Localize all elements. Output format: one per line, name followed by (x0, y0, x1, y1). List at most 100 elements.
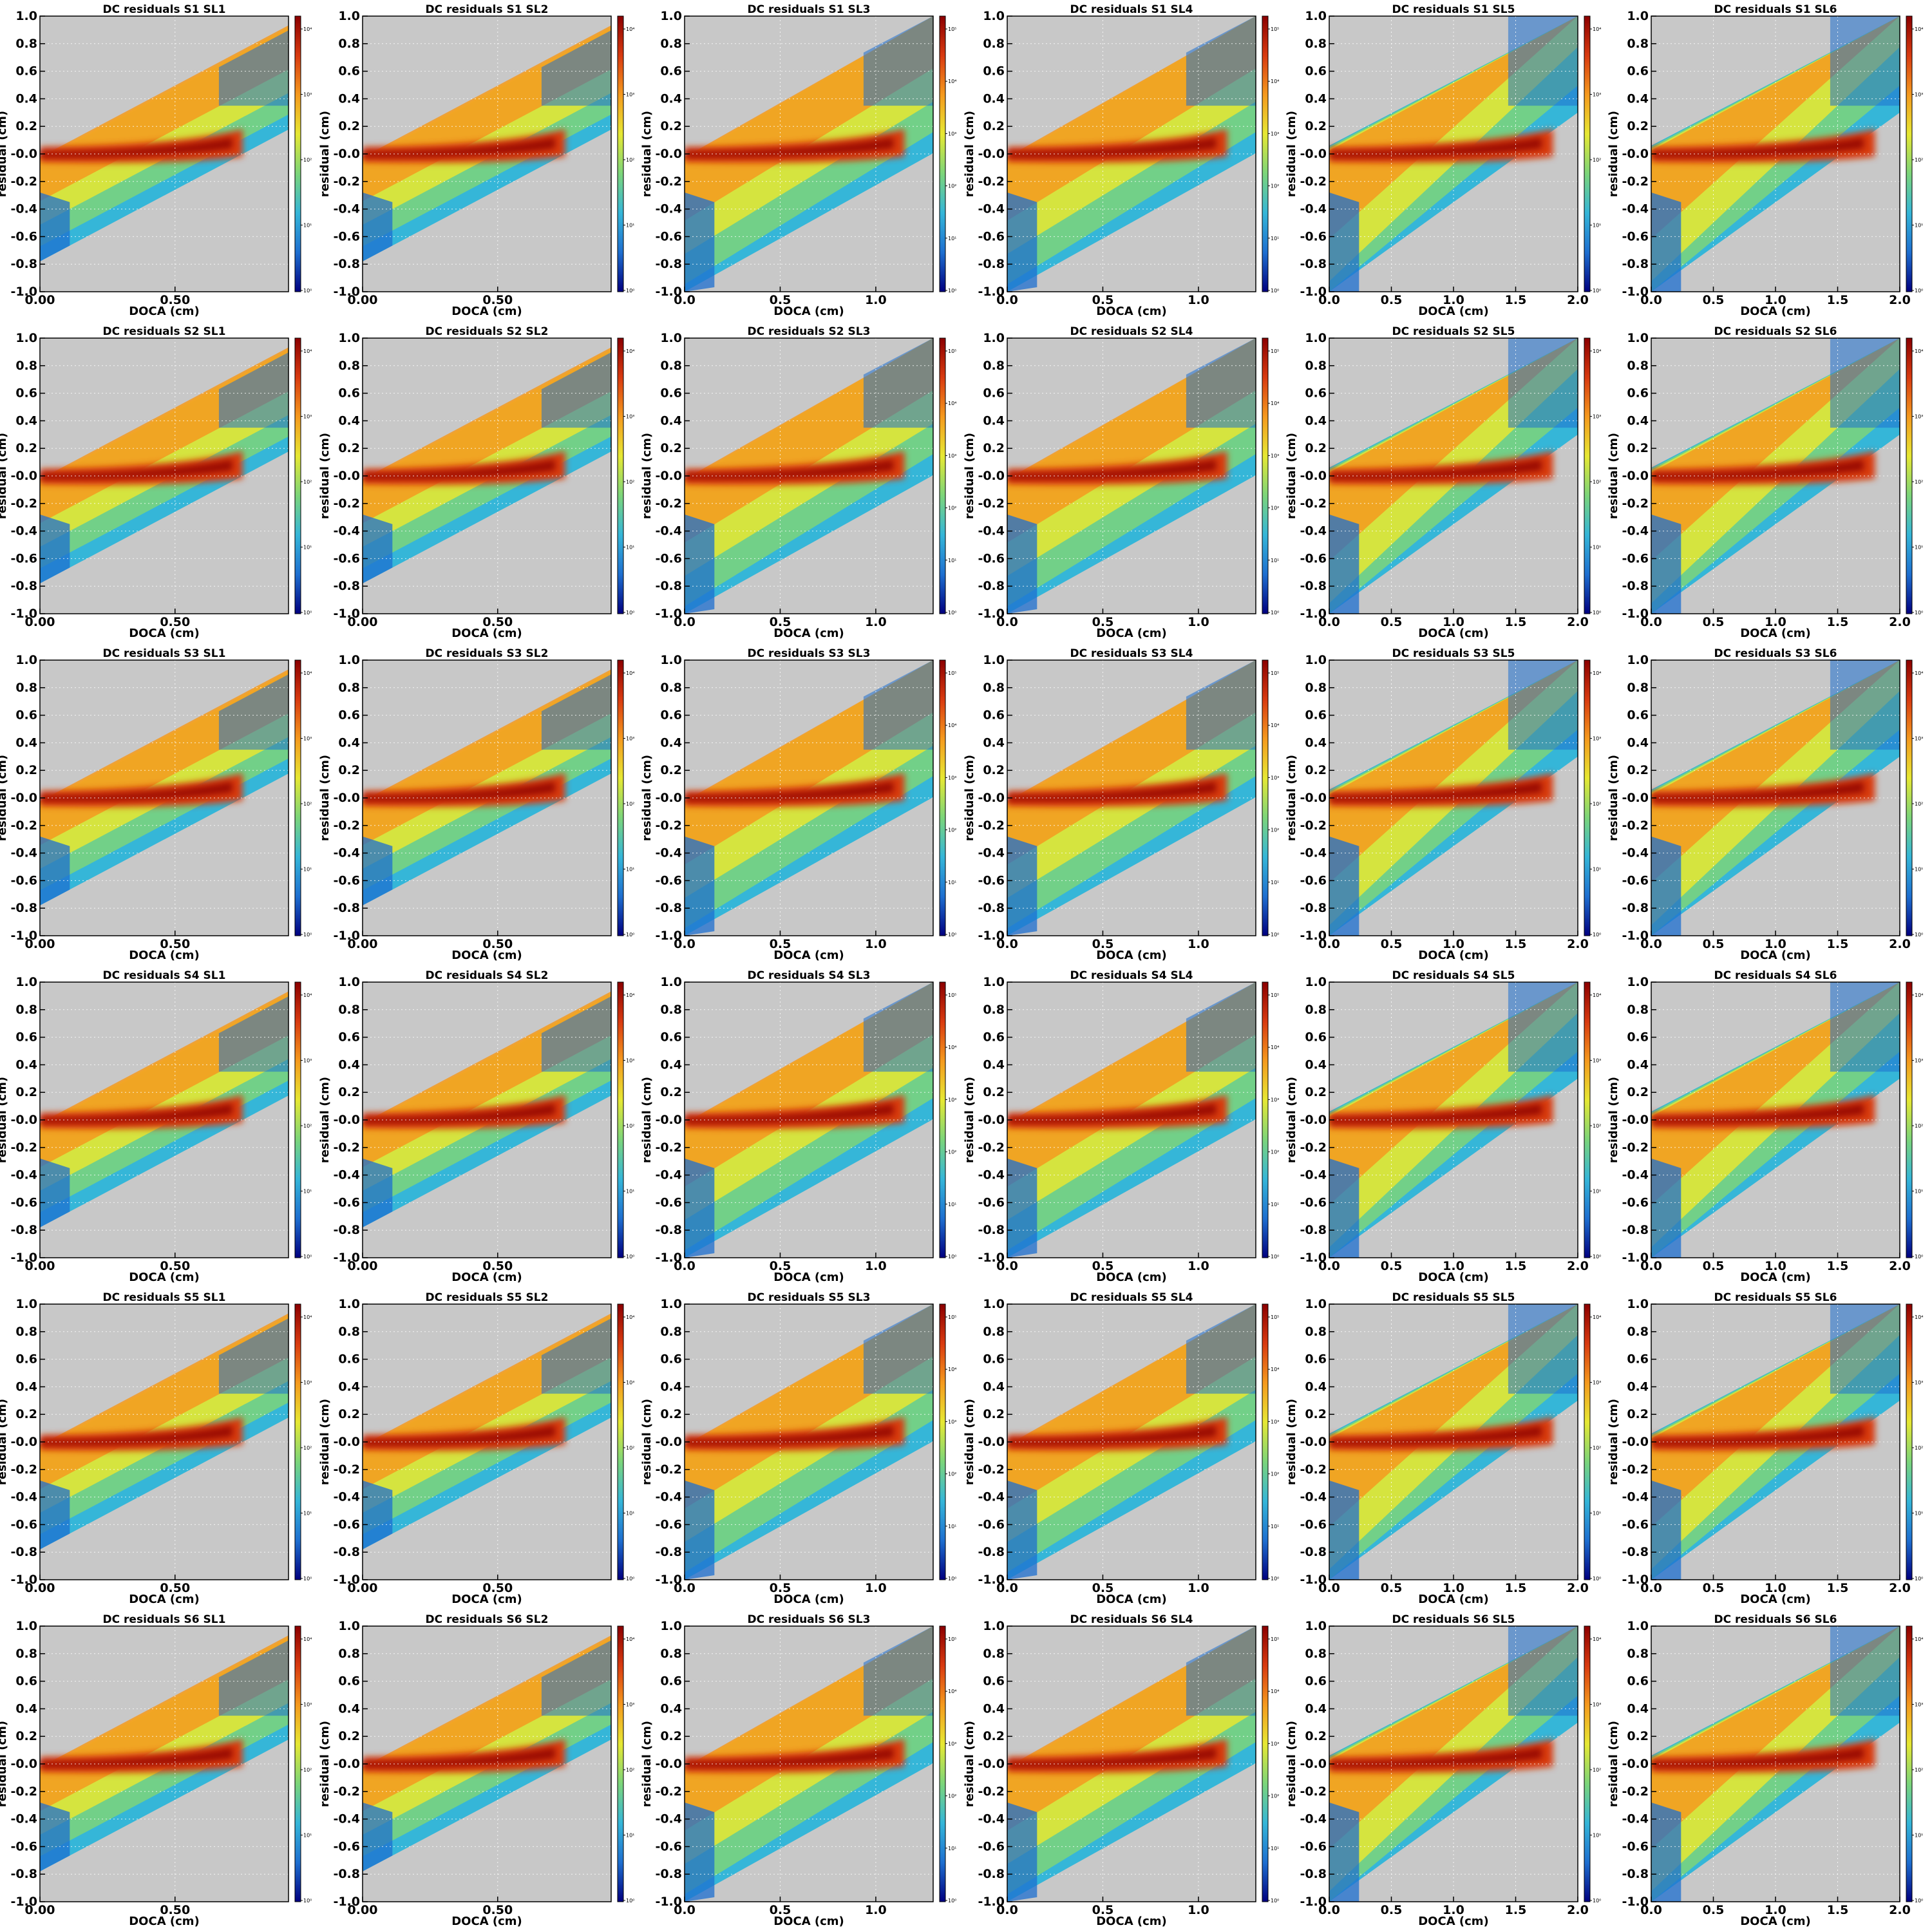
colorbar-tick-label: 10⁴ (626, 670, 634, 676)
y-tick-label: -0.0 (655, 791, 682, 805)
x-tick-label: 0.0 (996, 615, 1018, 629)
residual-ridge-core (1007, 1425, 1217, 1446)
x-tick-label: 2.0 (1567, 1259, 1589, 1273)
colorbar-tick-label: 10³ (948, 1741, 956, 1747)
y-tick-label: 0.6 (338, 1352, 360, 1367)
y-tick-label: 1.0 (1305, 975, 1327, 989)
y-tick-label: 0.4 (983, 91, 1005, 106)
y-tick-label: 0.4 (15, 1057, 37, 1072)
y-tick-label: -0.2 (10, 819, 37, 833)
y-tick-label: -0.6 (655, 551, 682, 565)
y-tick-label: -0.0 (978, 791, 1005, 805)
colorbar (939, 1303, 946, 1580)
panel-s4-sl2: -1.0 -0.8 -0.6 -0.4 -0.2 -0.0 0.2 0.4 0.6 0.8 1.0 0… (318, 969, 634, 1284)
y-tick-label: 1.0 (1305, 1297, 1327, 1311)
y-tick-label: 0.8 (1305, 1325, 1327, 1339)
y-tick-label: -0.2 (655, 1463, 682, 1477)
colorbar-tick-label: 10³ (1593, 1380, 1601, 1386)
x-axis-label: DOCA (cm) (1740, 627, 1811, 640)
panel-s4-sl1: -1.0 -0.8 -0.6 -0.4 -0.2 -0.0 0.2 0.4 0.6 0.8 1.0 0… (0, 969, 312, 1284)
low-density-region (541, 1640, 611, 1716)
colorbar-tick-label: 10³ (948, 775, 956, 781)
y-tick-label: -0.2 (655, 1141, 682, 1155)
y-tick-label: -1.0 (10, 607, 37, 621)
colorbar-tick-label: 10⁰ (1915, 1576, 1923, 1582)
y-tick-label: 0.2 (660, 119, 682, 133)
x-tick-label: 0.50 (482, 1259, 513, 1273)
colorbar-tick-label: 10⁴ (1271, 723, 1279, 728)
residual-ridge-core (685, 137, 894, 158)
x-tick-label: 1.0 (1188, 1581, 1209, 1595)
colorbar-tick-label: 10¹ (303, 1511, 312, 1517)
y-tick-label: -0.8 (1300, 1223, 1327, 1237)
colorbar-tick-label: 10³ (948, 131, 956, 137)
y-tick-label: 0.6 (660, 1674, 682, 1689)
low-density-region (685, 836, 715, 936)
panel-title: DC residuals S2 SL6 (1714, 325, 1837, 338)
colorbar-tick-label: 10⁰ (303, 610, 312, 616)
y-tick-label: -1.0 (655, 1251, 682, 1265)
colorbar-tick-label: 10³ (1271, 1419, 1279, 1425)
y-tick-label: -0.0 (1622, 791, 1649, 805)
low-density-region (1651, 836, 1681, 936)
y-tick-label: 0.6 (1627, 708, 1649, 723)
y-tick-label: -0.4 (1300, 1490, 1327, 1504)
y-tick-label: -0.4 (333, 524, 360, 538)
x-tick-label: 1.5 (1827, 937, 1849, 951)
y-tick-label: 0.2 (338, 763, 360, 777)
colorbar (1262, 1303, 1269, 1580)
y-tick-label: 0.4 (1627, 413, 1649, 428)
colorbar-tick-label: 10¹ (948, 1846, 956, 1852)
low-density-region (1830, 1626, 1900, 1716)
colorbar-tick-label: 10³ (303, 414, 312, 420)
y-tick-label: -0.4 (655, 1168, 682, 1182)
panel-title: DC residuals S1 SL4 (1070, 3, 1193, 16)
y-tick-label: 0.4 (660, 1057, 682, 1072)
colorbar-tick-label: 10³ (948, 1419, 956, 1425)
y-tick-label: -0.2 (655, 1785, 682, 1799)
colorbar-tick-label: 10⁴ (1271, 1689, 1279, 1694)
colorbar-tick-label: 10³ (303, 1702, 312, 1708)
y-tick-label: 0.4 (1627, 91, 1649, 106)
colorbar-tick-label: 10³ (303, 736, 312, 742)
panel-s5-sl3: -1.0 -0.8 -0.6 -0.4 -0.2 -0.0 0.2 0.4 0.6 0.8 1.0 0… (640, 1291, 956, 1606)
panel-s6-sl1: -1.0 -0.8 -0.6 -0.4 -0.2 -0.0 0.2 0.4 0.6 0.8 1.0 0… (0, 1613, 312, 1928)
x-tick-label: 0.00 (25, 937, 55, 951)
y-tick-label: 1.0 (983, 331, 1005, 345)
panel-s6-sl4: -1.0 -0.8 -0.6 -0.4 -0.2 -0.0 0.2 0.4 0.6 0.8 1.0 0… (963, 1613, 1279, 1928)
x-tick-label: 0.00 (25, 1903, 55, 1917)
colorbar-tick-label: 10⁰ (626, 288, 634, 294)
panel-s2-sl5: -1.0 -0.8 -0.6 -0.4 -0.2 -0.0 0.2 0.4 0.6 0.8 1.0 0… (1285, 325, 1601, 640)
colorbar-tick-label: 10⁴ (1271, 1367, 1279, 1372)
y-tick-label: 0.8 (1627, 37, 1649, 51)
colorbar (1906, 1625, 1913, 1902)
colorbar-tick-label: 10¹ (948, 236, 956, 242)
y-tick-label: -0.6 (1300, 873, 1327, 887)
y-tick-label: -0.2 (333, 1785, 360, 1799)
colorbar-tick-label: 10¹ (1593, 1833, 1601, 1839)
colorbar-tick-label: 10⁰ (303, 1898, 312, 1904)
colorbar-tick-label: 10⁵ (948, 670, 956, 676)
low-density-region (218, 352, 289, 428)
y-axis-label: residual (cm) (1607, 111, 1620, 197)
y-tick-label: -0.8 (1622, 1867, 1649, 1881)
panel-title: DC residuals S1 SL2 (426, 3, 549, 16)
colorbar-tick-label: 10¹ (1915, 1511, 1923, 1517)
x-tick-label: 0.00 (25, 293, 55, 307)
panel-s3-sl6: -1.0 -0.8 -0.6 -0.4 -0.2 -0.0 0.2 0.4 0.6 0.8 1.0 0… (1607, 647, 1923, 962)
residual-ridge-core (1651, 137, 1864, 158)
colorbar-tick-label: 10⁴ (626, 26, 634, 32)
colorbar-tick-label: 10³ (1593, 414, 1601, 420)
colorbar-tick-label: 10³ (303, 92, 312, 98)
x-tick-label: 0.50 (482, 1581, 513, 1595)
colorbar-tick-label: 10⁵ (948, 1636, 956, 1642)
x-axis-label: DOCA (cm) (773, 949, 844, 962)
y-tick-label: 0.4 (338, 413, 360, 428)
colorbar-tick-label: 10¹ (1271, 1202, 1279, 1208)
x-axis-label: DOCA (cm) (1096, 1593, 1167, 1606)
colorbar-tick-label: 10¹ (1593, 545, 1601, 551)
x-tick-label: 0.0 (674, 293, 696, 307)
y-tick-label: -0.2 (1622, 1463, 1649, 1477)
x-tick-label: 0.5 (1381, 1259, 1403, 1273)
x-axis-label: DOCA (cm) (451, 949, 522, 962)
